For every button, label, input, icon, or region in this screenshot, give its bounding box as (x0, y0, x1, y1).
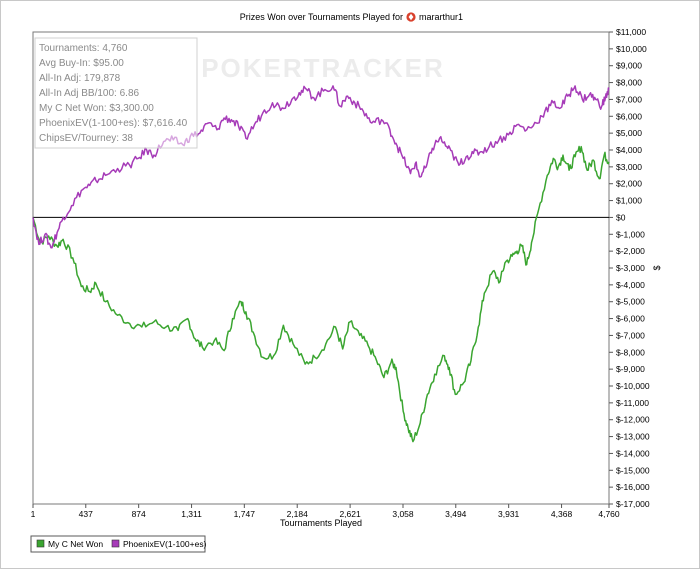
y-tick-label: $-14,000 (616, 448, 650, 458)
chart-title: Prizes Won over Tournaments Played for (240, 12, 403, 22)
y-tick-label: $-4,000 (616, 280, 645, 290)
legend-swatch (36, 539, 45, 548)
x-tick-label: 2,184 (287, 509, 309, 519)
stats-line: Avg Buy-In: $95.00 (39, 58, 124, 69)
y-tick-label: $8,000 (616, 78, 642, 88)
watermark-logo: POKERTRACKER (201, 53, 445, 83)
y-tick-label: $-15,000 (616, 465, 650, 475)
series-line-net-won (32, 145, 610, 443)
stats-line: Tournaments: 4,760 (39, 43, 128, 54)
x-tick-label: 4,760 (598, 509, 620, 519)
y-tick-label: $-7,000 (616, 330, 645, 340)
series-line-phoenix-ev (32, 85, 610, 249)
y-tick-label: $11,000 (616, 27, 646, 37)
y-tick-label: $-11,000 (616, 398, 649, 408)
player-name: mararthur1 (419, 12, 463, 22)
x-tick-label: 3,931 (498, 509, 520, 519)
y-tick-label: $-5,000 (616, 297, 645, 307)
y-tick-label: $-9,000 (616, 364, 645, 374)
x-tick-label: 4,368 (551, 509, 573, 519)
y-tick-label: $0 (616, 212, 626, 222)
y-tick-label: $6,000 (616, 111, 642, 121)
x-tick-label: 1,311 (181, 509, 202, 519)
legend-label: My C Net Won (48, 539, 103, 549)
x-tick-label: 2,621 (339, 509, 361, 519)
x-tick-label: 3,058 (392, 509, 414, 519)
y-tick-label: $-17,000 (616, 499, 650, 509)
stats-line: ChipsEV/Tourney: 38 (39, 133, 133, 144)
stats-box (34, 37, 198, 149)
y-tick-label: $7,000 (616, 94, 642, 104)
y-tick-label: $-8,000 (616, 347, 645, 357)
y-tick-label: $-10,000 (616, 381, 650, 391)
x-tick-label: 874 (132, 509, 146, 519)
y-tick-label: $1,000 (616, 196, 642, 206)
y-tick-label: $-1,000 (616, 229, 645, 239)
y-tick-label: $-13,000 (616, 432, 650, 442)
player-icon (406, 12, 416, 22)
stats-line: My C Net Won: $3,300.00 (39, 103, 154, 114)
x-tick-label: 3,494 (445, 509, 467, 519)
y-tick-label: $3,000 (616, 162, 642, 172)
legend-swatch (111, 539, 120, 548)
x-tick-label: 1,747 (234, 509, 256, 519)
y-tick-label: $-12,000 (616, 415, 650, 425)
y-tick-label: $2,000 (616, 179, 642, 189)
y-tick-label: $-16,000 (616, 482, 650, 492)
y-tick-label: $9,000 (616, 61, 642, 71)
legend-label: PhoenixEV(1-100+es) (123, 539, 207, 549)
x-tick-label: 1 (31, 509, 36, 519)
y-tick-label: $4,000 (616, 145, 642, 155)
x-axis-label: Tournaments Played (280, 518, 362, 528)
x-tick-label: 437 (79, 509, 93, 519)
stats-line: All-In Adj: 179,878 (39, 73, 121, 84)
y-tick-label: $5,000 (616, 128, 642, 138)
y-tick-label: $-2,000 (616, 246, 645, 256)
stats-line: PhoenixEV(1-100+es): $7,616.40 (39, 118, 188, 129)
y-tick-label: $10,000 (616, 44, 647, 54)
stats-line: All-In Adj BB/100: 6.86 (39, 88, 140, 99)
y-tick-label: $-3,000 (616, 263, 645, 273)
y-tick-label: $-6,000 (616, 314, 645, 324)
y-axis-label: $ (652, 265, 662, 270)
